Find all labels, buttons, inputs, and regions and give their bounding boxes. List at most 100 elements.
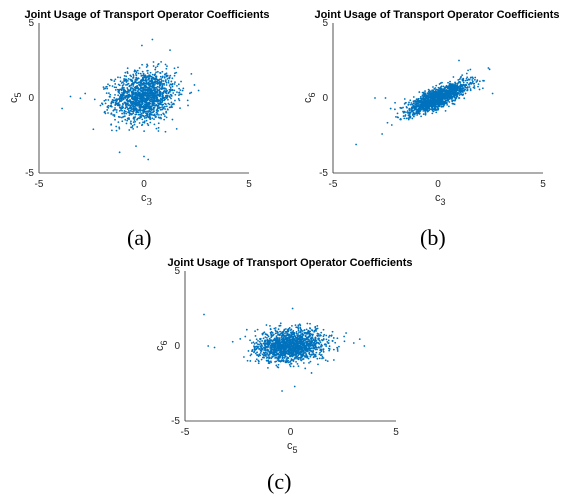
scatter-point [129,104,132,107]
scatter-point [107,99,110,101]
scatter-point [152,61,155,63]
scatter-point [309,322,311,325]
scatter-point [278,355,280,358]
scatter-point [319,345,322,347]
scatter-point [430,90,433,93]
scatter-point [126,79,129,82]
scatter-point [464,86,467,89]
scatter-point [143,121,146,124]
scatter-point [132,112,135,115]
scatter-point [132,85,135,87]
scatter-point [121,109,123,112]
scatter-point [135,93,138,96]
panel-b-ylabel: c6 [302,92,317,103]
scatter-point [462,89,464,92]
scatter-point [293,341,295,344]
scatter-point [133,99,136,101]
scatter-point [165,74,168,77]
scatter-point [287,361,290,364]
scatter-point [419,99,421,102]
scatter-point [449,93,452,96]
scatter-point [295,326,298,329]
scatter-point [447,105,450,108]
scatter-point [444,95,447,98]
scatter-point [169,89,172,92]
scatter-point [174,72,176,75]
scatter-point [466,86,469,88]
scatter-point [174,81,176,83]
scatter-point [276,332,279,334]
scatter-point [128,129,131,131]
scatter-point [256,354,258,356]
scatter-point [427,96,430,99]
scatter-point [128,93,131,96]
scatter-point [126,70,129,73]
scatter-point [152,83,154,86]
scatter-point [394,101,396,104]
scatter-point [277,346,279,349]
scatter-point [304,335,307,338]
scatter-point [285,328,287,330]
scatter-point [292,349,295,352]
scatter-point [132,75,135,77]
scatter-point [117,94,120,97]
scatter-point [469,68,472,71]
scatter-point [270,349,273,352]
scatter-point [452,76,455,78]
scatter-point [316,348,318,351]
scatter-point [79,97,82,100]
scatter-point [257,359,260,362]
scatter-point [163,113,165,116]
scatter-point [152,89,155,92]
scatter-point [165,67,168,70]
panel-c-xtick-5: 5 [393,427,399,438]
scatter-point [170,94,173,97]
scatter-point [166,108,169,110]
scatter-point [105,85,108,88]
scatter-point [295,331,298,333]
scatter-point [134,91,137,94]
scatter-point [311,340,314,343]
scatter-point [446,96,449,98]
panel-b-ytick-neg5: -5 [319,168,328,179]
scatter-point [129,89,132,92]
scatter-point [130,97,133,100]
scatter-point [114,78,117,81]
scatter-point [141,109,144,112]
scatter-point [286,334,289,336]
scatter-point [299,331,302,334]
scatter-point [417,110,420,113]
scatter-point [160,78,163,80]
scatter-point [254,360,257,363]
scatter-point [130,113,133,116]
scatter-point [317,363,319,366]
scatter-point [325,345,328,348]
scatter-point [322,357,325,359]
scatter-point [312,333,314,336]
scatter-point [420,100,423,102]
scatter-point [139,104,142,107]
scatter-point [146,89,148,92]
scatter-point [444,87,447,89]
scatter-point [139,87,142,90]
scatter-point [279,324,282,327]
scatter-point [282,340,285,343]
scatter-point [446,103,449,106]
scatter-point [434,89,437,91]
scatter-point [314,338,317,341]
scatter-point [440,89,443,92]
scatter-point [125,78,128,81]
scatter-point [328,334,331,337]
scatter-point [266,338,269,341]
scatter-point [277,363,280,366]
scatter-point [308,361,310,364]
scatter-point [145,112,147,115]
scatter-point [274,327,277,329]
scatter-point [122,86,125,89]
scatter-point [108,95,111,98]
scatter-point [447,100,449,102]
scatter-point [148,114,151,116]
scatter-point [308,339,311,342]
scatter-point [259,345,262,348]
scatter-point [182,87,185,90]
